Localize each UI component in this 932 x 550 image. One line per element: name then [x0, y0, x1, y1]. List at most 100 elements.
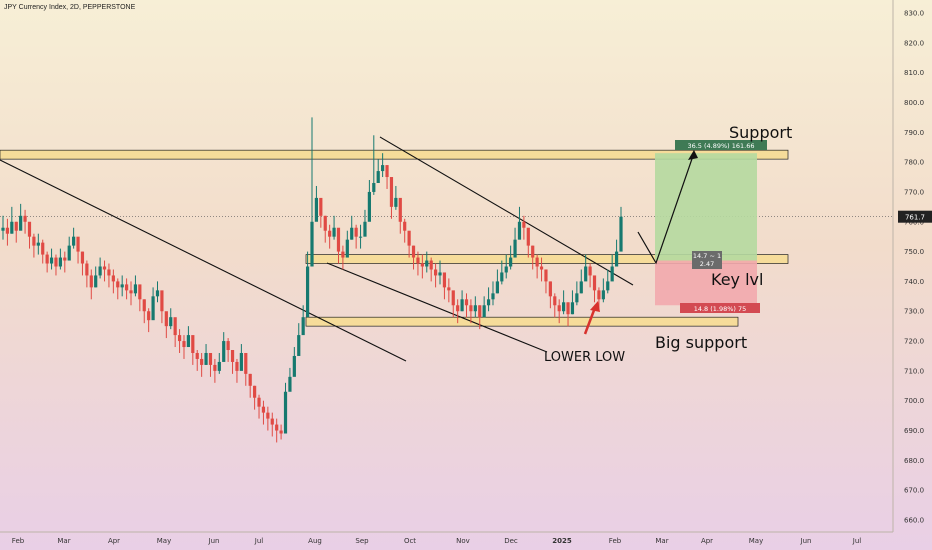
candle-body: [460, 299, 464, 312]
x-tick-label: Nov: [456, 537, 470, 545]
candle-body: [376, 171, 380, 183]
annotations-layer: Support Key lvl Big support LOWER LOW: [544, 123, 792, 365]
candle-body: [597, 290, 601, 300]
candle-body: [208, 352, 213, 365]
candle-body: [570, 302, 575, 315]
candle-body: [1, 227, 5, 231]
x-tick-label: Feb: [609, 537, 622, 545]
candle-body: [301, 317, 305, 336]
candle-body: [217, 361, 221, 371]
channel-lower-line[interactable]: [326, 262, 548, 353]
candle-body: [67, 245, 71, 261]
candle-body: [235, 361, 239, 371]
candle-body: [147, 311, 151, 321]
candle-body: [142, 299, 146, 312]
candle-body: [230, 350, 235, 362]
y-tick-label: 680.0: [904, 457, 924, 465]
candle-body: [58, 257, 62, 267]
candles-layer: [1, 117, 623, 443]
candle-body: [191, 335, 195, 353]
candle-body: [54, 257, 58, 267]
candle-body: [5, 227, 10, 234]
y-tick-label: 790.0: [904, 129, 924, 137]
candle-body: [575, 293, 579, 303]
candle-body: [562, 302, 566, 312]
zone-0: [0, 149, 789, 160]
ratio-label-top: 14.7 ~ 1: [693, 252, 721, 260]
candle-body: [469, 305, 473, 312]
candle-body: [381, 165, 385, 172]
zone-1: [305, 254, 789, 264]
trendlines-layer[interactable]: [0, 136, 698, 362]
candle-body: [389, 177, 394, 207]
candle-body: [14, 221, 18, 231]
candle-body: [517, 221, 522, 240]
candle-body: [491, 293, 495, 300]
x-tick-label: Jul: [852, 537, 862, 545]
candle-body: [253, 385, 257, 398]
last-price-value: 761.7: [905, 214, 925, 222]
channel-upper-line[interactable]: [379, 136, 634, 286]
candle-body: [495, 281, 499, 294]
candle-body: [72, 236, 76, 246]
candle-body: [482, 305, 486, 318]
candle-body: [36, 242, 40, 246]
ratio-label-bottom: 2.47: [700, 260, 714, 268]
y-tick-label: 780.0: [904, 159, 924, 167]
candle-body: [434, 269, 438, 276]
candle-body: [557, 305, 561, 312]
candle-body: [464, 299, 469, 306]
candle-body: [160, 290, 164, 312]
candle-body: [323, 215, 327, 231]
position-tool[interactable]: 36.5 (4.89%) 161.66 14.8 (1.98%) 75 14.7 ~…: [655, 140, 767, 313]
target-zone[interactable]: [655, 153, 757, 261]
candle-body: [372, 182, 376, 192]
lower-low-label: LOWER LOW: [544, 350, 625, 365]
candle-body: [49, 257, 54, 264]
candle-body: [478, 305, 482, 318]
candle-body: [500, 272, 504, 282]
candle-body: [10, 221, 14, 234]
x-axis[interactable]: Feb Mar Apr May Jun Jul Aug Sep Oct Nov Dec 2025 Feb…: [12, 537, 861, 545]
candle-body: [619, 216, 623, 252]
candle-body: [579, 281, 583, 294]
candle-body: [133, 284, 138, 294]
candle-body: [350, 227, 354, 240]
y-tick-label: 690.0: [904, 427, 924, 435]
candle-body: [504, 266, 508, 273]
x-tick-label: Dec: [504, 537, 518, 545]
candle-body: [111, 275, 115, 282]
candle-body: [169, 317, 173, 327]
y-tick-label: 730.0: [904, 308, 924, 316]
y-tick-label: 670.0: [904, 487, 924, 495]
y-tick-label: 750.0: [904, 248, 924, 256]
y-axis[interactable]: 830.0820.0810.0800.0790.0780.0770.0760.0…: [898, 10, 932, 525]
y-tick-label: 820.0: [904, 39, 924, 47]
candle-body: [531, 245, 535, 258]
candle-body: [332, 227, 336, 237]
candle-body: [204, 352, 208, 365]
candle-body: [89, 275, 93, 288]
candle-body: [102, 266, 107, 270]
x-tick-label: Apr: [108, 537, 120, 545]
projection-path[interactable]: [637, 152, 695, 265]
candle-body: [279, 430, 283, 434]
long-downtrend-line[interactable]: [0, 159, 407, 362]
x-tick-label: Aug: [308, 537, 322, 545]
candle-body: [354, 227, 358, 237]
y-tick-label: 740.0: [904, 278, 924, 286]
x-tick-label: Feb: [12, 537, 25, 545]
candle-body: [336, 227, 341, 252]
candle-body: [27, 221, 32, 237]
candle-body: [588, 266, 592, 276]
candle-body: [182, 341, 186, 348]
candle-body: [45, 254, 49, 264]
candle-body: [120, 284, 124, 288]
candle-body: [584, 266, 588, 282]
candle-body: [213, 364, 217, 371]
candle-body: [314, 197, 319, 222]
candle-body: [85, 263, 89, 276]
candle-body: [407, 230, 411, 246]
candle-body: [456, 305, 460, 312]
